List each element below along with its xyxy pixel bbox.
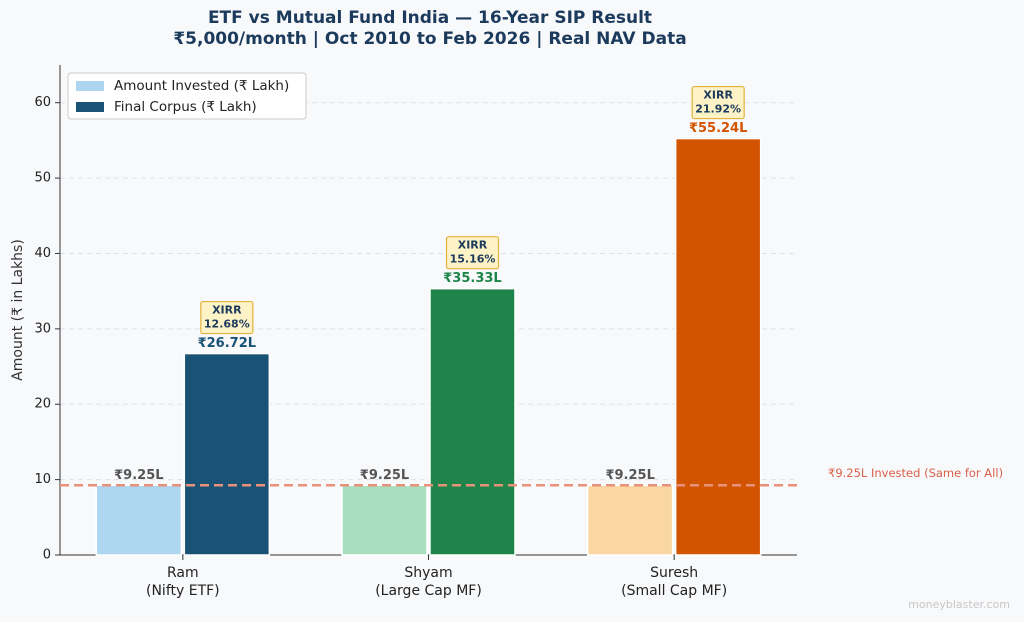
- legend-label: Amount Invested (₹ Lakh): [114, 78, 289, 94]
- chart-subtitle: ₹5,000/month | Oct 2010 to Feb 2026 | Re…: [173, 29, 686, 49]
- x-tick-label: (Small Cap MF): [621, 583, 727, 599]
- value-label: ₹9.25L: [605, 468, 654, 483]
- y-tick-label: 20: [34, 397, 51, 412]
- y-tick-label: 0: [43, 548, 51, 563]
- bar: [183, 352, 271, 556]
- xirr-title: XIRR: [212, 304, 242, 317]
- xirr-title: XIRR: [458, 239, 488, 252]
- legend-swatch: [76, 81, 104, 91]
- xirr-box: [691, 85, 745, 120]
- x-tick-label: Shyam: [404, 565, 452, 581]
- value-label: ₹55.24L: [689, 121, 747, 136]
- value-label: ₹9.25L: [360, 468, 409, 483]
- bar: [674, 137, 762, 556]
- legend-box: [67, 72, 307, 120]
- value-label: ₹35.33L: [443, 271, 501, 286]
- y-tick-label: 50: [34, 171, 51, 186]
- xirr-title: XIRR: [703, 89, 733, 102]
- x-tick-label: (Large Cap MF): [375, 583, 482, 599]
- reference-label: ₹9.25L Invested (Same for All): [828, 466, 1003, 480]
- value-label: ₹26.72L: [198, 336, 256, 351]
- legend-swatch: [76, 102, 104, 112]
- xirr-box: [445, 236, 500, 270]
- watermark: moneyblaster.com: [908, 598, 1010, 611]
- x-tick-label: Suresh: [650, 565, 698, 581]
- bar: [586, 484, 674, 556]
- y-tick-label: 40: [34, 246, 51, 261]
- bar: [95, 484, 183, 556]
- y-tick-label: 30: [34, 321, 51, 336]
- bar: [341, 484, 428, 556]
- x-tick-label: (Nifty ETF): [146, 583, 220, 599]
- y-axis-label: Amount (₹ in Lakhs): [10, 239, 26, 381]
- xirr-box: [200, 300, 254, 335]
- x-tick-label: Ram: [167, 565, 199, 581]
- value-label: ₹9.25L: [114, 468, 163, 483]
- y-tick-label: 10: [34, 472, 51, 487]
- xirr-label: 21.92%: [695, 103, 741, 116]
- legend-label: Final Corpus (₹ Lakh): [114, 99, 257, 115]
- chart-title: ETF vs Mutual Fund India — 16-Year SIP R…: [208, 8, 652, 28]
- bar: [429, 287, 516, 556]
- xirr-label: 15.16%: [450, 253, 496, 266]
- xirr-label: 12.68%: [204, 318, 250, 331]
- y-tick-label: 60: [34, 95, 51, 110]
